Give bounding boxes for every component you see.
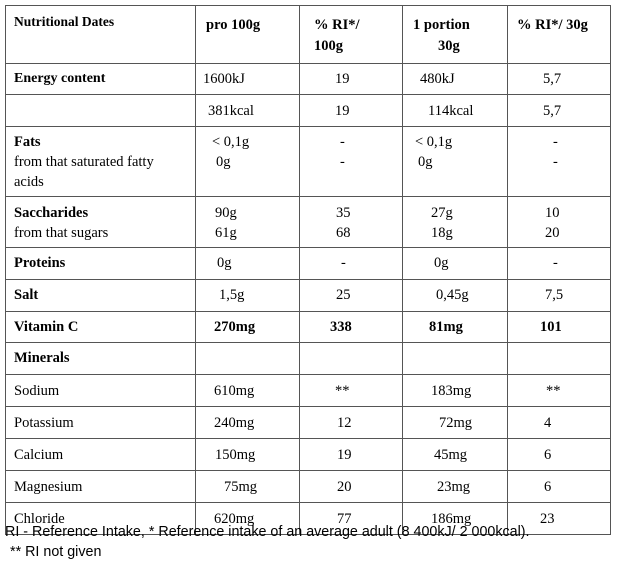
magnesium-100g: 75mg	[224, 479, 258, 495]
energy-kcal-100g: 381kcal	[208, 103, 254, 119]
saccharides-label: Saccharides	[14, 205, 89, 221]
fats-label: Fats	[14, 134, 41, 150]
energy-kj-ri100: 19	[335, 71, 350, 87]
mineral-row: Sodium 610mg ** 183mg **	[5, 374, 611, 407]
energy-kcal-row: 381kcal 19 114kcal 5,7	[5, 94, 611, 127]
potassium-label: Potassium	[14, 415, 74, 431]
energy-kcal-ri100: 19	[335, 103, 350, 119]
sodium-portion: 183mg	[431, 383, 472, 399]
fats-100g: < 0,1g	[212, 134, 250, 150]
saccharides-ri100: 35	[336, 205, 351, 221]
header-nutritional-dates: Nutritional Dates	[14, 14, 115, 29]
salt-100g: 1,5g	[219, 287, 245, 303]
minerals-heading-row: Minerals	[5, 342, 611, 375]
sugars-100g: 61g	[215, 225, 237, 241]
header-per-100g: pro 100g	[206, 17, 261, 33]
chloride-ri100: 77	[337, 511, 352, 527]
magnesium-label: Magnesium	[14, 479, 83, 495]
proteins-row: Proteins 0g - 0g -	[5, 247, 611, 280]
potassium-riportion: 4	[544, 415, 552, 431]
vitamin-c-label: Vitamin C	[14, 319, 79, 335]
sugars-portion: 18g	[431, 225, 453, 241]
vitamin-c-ri100: 338	[330, 319, 352, 335]
nutrition-table: Nutritional Dates pro 100g % RI*/ 100g 1…	[5, 5, 611, 535]
fats-riportion: -	[553, 134, 558, 150]
saccharides-portion: 27g	[431, 205, 453, 221]
vitamin-c-100g: 270mg	[214, 319, 256, 335]
vitamin-c-row: Vitamin C 270mg 338 81mg 101	[5, 311, 611, 343]
sodium-label: Sodium	[14, 383, 60, 399]
sodium-riportion: **	[546, 383, 561, 399]
magnesium-riportion: 6	[544, 479, 552, 495]
mineral-row: Magnesium 75mg 20 23mg 6	[5, 470, 611, 503]
fats-sub-label-line2: acids	[14, 174, 44, 190]
header-ri-100g-line1: % RI*/	[314, 17, 360, 33]
energy-kj-portion: 480kJ	[420, 71, 455, 87]
salt-ri100: 25	[336, 287, 351, 303]
salt-portion: 0,45g	[436, 287, 469, 303]
energy-kcal-riportion: 5,7	[543, 103, 562, 119]
proteins-ri100: -	[341, 255, 346, 271]
salt-riportion: 7,5	[545, 287, 564, 303]
potassium-portion: 72mg	[439, 415, 473, 431]
calcium-label: Calcium	[14, 447, 64, 463]
fats-sub-label-line1: from that saturated fatty	[14, 154, 154, 170]
energy-kj-riportion: 5,7	[543, 71, 562, 87]
potassium-ri100: 12	[337, 415, 352, 431]
energy-kj-row: Energy content 1600kJ 19 480kJ 5,7	[5, 63, 611, 95]
fats-portion: < 0,1g	[415, 134, 453, 150]
energy-kj-100g: 1600kJ	[203, 71, 245, 87]
potassium-100g: 240mg	[214, 415, 255, 431]
chloride-riportion: 23	[540, 511, 555, 527]
saturated-100g: 0g	[216, 154, 231, 170]
proteins-label: Proteins	[14, 255, 66, 271]
salt-row: Salt 1,5g 25 0,45g 7,5	[5, 279, 611, 312]
mineral-row: Calcium 150mg 19 45mg 6	[5, 438, 611, 471]
header-ri-30g: % RI*/ 30g	[517, 17, 588, 33]
saturated-ri100: -	[340, 154, 345, 170]
calcium-ri100: 19	[337, 447, 352, 463]
mineral-row: Chloride 620mg 77 186mg 23	[5, 502, 611, 535]
fats-row: Fats from that saturated fatty acids < 0…	[5, 126, 611, 197]
calcium-riportion: 6	[544, 447, 552, 463]
header-row: Nutritional Dates pro 100g % RI*/ 100g 1…	[5, 5, 611, 64]
vitamin-c-portion: 81mg	[429, 319, 463, 335]
vitamin-c-riportion: 101	[540, 319, 562, 335]
sugars-riportion: 20	[545, 225, 560, 241]
saccharides-row: Saccharides from that sugars 90g 61g 35 …	[5, 196, 611, 248]
nutrition-table-wrapper: Nutritional Dates pro 100g % RI*/ 100g 1…	[5, 5, 611, 535]
fats-ri100: -	[340, 134, 345, 150]
sugars-ri100: 68	[336, 225, 351, 241]
proteins-100g: 0g	[217, 255, 232, 271]
proteins-riportion: -	[553, 255, 558, 271]
salt-label: Salt	[14, 287, 39, 303]
mineral-row: Potassium 240mg 12 72mg 4	[5, 406, 611, 439]
proteins-portion: 0g	[434, 255, 449, 271]
saturated-riportion: -	[553, 154, 558, 170]
magnesium-ri100: 20	[337, 479, 352, 495]
header-ri-100g-line2: 100g	[314, 38, 343, 54]
calcium-100g: 150mg	[215, 447, 256, 463]
header-portion-line2: 30g	[438, 38, 460, 54]
magnesium-portion: 23mg	[437, 479, 471, 495]
header-portion-line1: 1 portion	[413, 17, 470, 33]
energy-label: Energy content	[14, 71, 106, 86]
sodium-ri100: **	[335, 383, 350, 399]
saccharides-100g: 90g	[215, 205, 237, 221]
chloride-portion: 186mg	[431, 511, 472, 527]
saccharides-riportion: 10	[545, 205, 560, 221]
chloride-label: Chloride	[14, 511, 65, 527]
footer-note-ri: RI - Reference Intake, * Reference intak…	[5, 524, 530, 540]
chloride-100g: 620mg	[214, 511, 255, 527]
energy-kcal-portion: 114kcal	[428, 103, 474, 119]
minerals-label: Minerals	[14, 350, 70, 366]
sodium-100g: 610mg	[214, 383, 255, 399]
sugars-label: from that sugars	[14, 225, 109, 241]
calcium-portion: 45mg	[434, 447, 468, 463]
saturated-portion: 0g	[418, 154, 433, 170]
footer-note-not-given: ** RI not given	[10, 544, 102, 560]
